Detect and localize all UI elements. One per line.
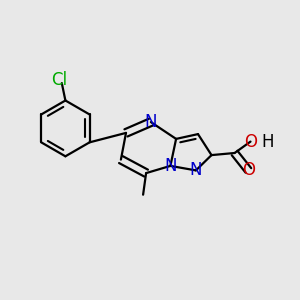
Text: N: N — [164, 157, 177, 175]
Text: N: N — [190, 161, 202, 179]
Text: O: O — [242, 161, 256, 179]
Text: O: O — [244, 133, 257, 151]
Text: Cl: Cl — [51, 71, 67, 89]
Text: N: N — [145, 113, 157, 131]
Text: H: H — [262, 133, 274, 151]
